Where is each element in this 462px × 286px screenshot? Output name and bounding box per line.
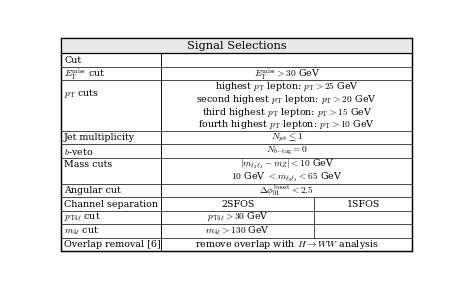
Text: 1SFOS: 1SFOS: [346, 200, 380, 208]
Text: $\Delta\phi_{01}^\mathrm{boost} < 2.5$: $\Delta\phi_{01}^\mathrm{boost} < 2.5$: [260, 183, 314, 198]
Text: $N_\mathrm{jet} \leq 1$: $N_\mathrm{jet} \leq 1$: [271, 132, 303, 144]
Text: $E_\mathrm{T}^\mathrm{miss}$ cut: $E_\mathrm{T}^\mathrm{miss}$ cut: [64, 66, 105, 82]
Text: remove overlap with $H \rightarrow WW$ analysis: remove overlap with $H \rightarrow WW$ a…: [195, 238, 378, 251]
Text: $m_{4\ell} > 130$ GeV: $m_{4\ell} > 130$ GeV: [205, 225, 270, 238]
Text: $p_{\mathrm{T}4\ell} > 30$ GeV: $p_{\mathrm{T}4\ell} > 30$ GeV: [207, 211, 268, 224]
Text: $p_{\mathrm{T}4\ell}$ cut: $p_{\mathrm{T}4\ell}$ cut: [64, 211, 101, 224]
Text: Overlap removal [6]: Overlap removal [6]: [64, 240, 161, 249]
Text: $|m_{\ell_2 \ell_3} - m_Z| < 10$ GeV: $|m_{\ell_2 \ell_3} - m_Z| < 10$ GeV: [240, 158, 334, 171]
Text: 2SFOS: 2SFOS: [221, 200, 255, 208]
Text: $p_\mathrm{T}$ cuts: $p_\mathrm{T}$ cuts: [64, 87, 99, 100]
Text: third highest $p_\mathrm{T}$ lepton: $p_\mathrm{T} > 15$ GeV: third highest $p_\mathrm{T}$ lepton: $p_…: [201, 106, 372, 118]
Text: second highest $p_\mathrm{T}$ lepton: $p_\mathrm{T} > 20$ GeV: second highest $p_\mathrm{T}$ lepton: $p…: [196, 93, 377, 106]
Text: Signal Selections: Signal Selections: [187, 41, 286, 51]
Text: $E_\mathrm{T}^\mathrm{miss} > 30$ GeV: $E_\mathrm{T}^\mathrm{miss} > 30$ GeV: [254, 66, 320, 82]
Polygon shape: [61, 38, 412, 53]
Text: $10$ GeV $< m_{\ell_0 \ell_1} < 65$ GeV: $10$ GeV $< m_{\ell_0 \ell_1} < 65$ GeV: [231, 170, 342, 184]
Text: highest $p_\mathrm{T}$ lepton: $p_\mathrm{T} > 25$ GeV: highest $p_\mathrm{T}$ lepton: $p_\mathr…: [215, 80, 359, 93]
Polygon shape: [61, 38, 412, 251]
Text: $N_{b\mathrm{-tag}} = 0$: $N_{b\mathrm{-tag}} = 0$: [266, 145, 308, 157]
Text: Angular cut: Angular cut: [64, 186, 121, 195]
Text: Channel separation: Channel separation: [64, 200, 158, 208]
Text: $m_{4\ell}$ cut: $m_{4\ell}$ cut: [64, 225, 99, 238]
Text: Jet multiplicity: Jet multiplicity: [64, 133, 135, 142]
Text: Cut: Cut: [64, 56, 81, 65]
Text: Mass cuts: Mass cuts: [64, 160, 112, 169]
Text: fourth highest $p_\mathrm{T}$ lepton: $p_\mathrm{T} > 10$ GeV: fourth highest $p_\mathrm{T}$ lepton: $p…: [198, 118, 375, 131]
Text: $b$-veto: $b$-veto: [64, 146, 93, 157]
